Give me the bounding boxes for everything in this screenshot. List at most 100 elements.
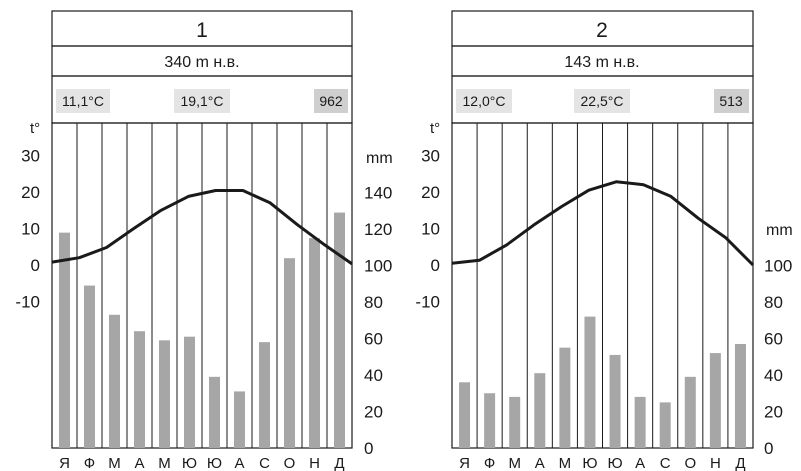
- precip-tick-label: 100: [764, 257, 792, 276]
- chart-2-precip-total: 513: [719, 93, 743, 109]
- month-label: Н: [309, 455, 320, 471]
- chart-1-precip-box: [314, 89, 348, 113]
- month-label: А: [134, 455, 144, 471]
- temp-tick-label: 30: [21, 147, 40, 166]
- precip-bar: [159, 340, 170, 448]
- precip-bar: [709, 353, 721, 448]
- precip-tick-label: 0: [764, 439, 773, 458]
- precip-bar: [109, 314, 120, 448]
- month-label: М: [508, 455, 521, 471]
- temp-tick-label: -10: [415, 293, 440, 312]
- month-label: Н: [710, 455, 721, 471]
- month-label: М: [158, 455, 171, 471]
- chart-1-max-temp-box: [174, 89, 230, 113]
- temp-tick-label: 20: [421, 183, 440, 202]
- precip-tick-label: 80: [764, 293, 783, 312]
- month-label: Ю: [607, 455, 622, 471]
- precip-bar: [259, 342, 270, 448]
- precip-bar: [309, 238, 320, 448]
- climate-chart-2: 2 143 m н.в. 12,0°C 22,5°C 513 t° mm: [430, 10, 793, 449]
- month-label: А: [635, 455, 645, 471]
- temp-tick-label: 0: [431, 256, 440, 275]
- month-label: Я: [459, 455, 470, 471]
- month-label: Ю: [182, 455, 197, 471]
- temperature-line: [451, 180, 755, 267]
- precip-bar: [659, 402, 671, 448]
- temp-tick-label: 10: [421, 220, 440, 239]
- precip-tick-label: 120: [364, 220, 392, 239]
- chart-2-min-temp: 12,0°C: [463, 93, 506, 109]
- chart-2-title: 2: [596, 19, 608, 42]
- precip-bar: [534, 373, 546, 448]
- chart-1-min-temp-box: [56, 89, 110, 113]
- month-label: А: [234, 455, 244, 471]
- precip-bar: [509, 396, 521, 448]
- month-label: Ф: [484, 455, 495, 471]
- temp-tick-label: -10: [15, 293, 40, 312]
- precip-bar: [84, 285, 95, 448]
- chart-2-max-temp: 22,5°C: [581, 93, 624, 109]
- chart-1-max-temp: 19,1°C: [181, 93, 224, 109]
- precip-bar: [634, 396, 646, 448]
- precip-bar: [334, 212, 345, 448]
- precip-bar: [234, 391, 245, 448]
- precip-bar: [284, 258, 295, 448]
- precip-tick-label: 20: [764, 403, 783, 422]
- climate-chart-1: 1 340 m н.в. 11,1°C 19,1°C 962 t° mm: [30, 10, 393, 449]
- temperature-line: [51, 189, 353, 266]
- precip-tick-label: 60: [764, 330, 783, 349]
- precip-bar: [59, 232, 70, 448]
- chart-1-title: 1: [196, 19, 208, 42]
- month-label: М: [108, 455, 121, 471]
- month-label: М: [559, 455, 572, 471]
- chart-1-elevation: 340 m н.в.: [164, 54, 239, 71]
- chart-2-elevation: 143 m н.в.: [564, 54, 639, 71]
- chart-2-min-temp-box: [456, 89, 512, 113]
- month-label: Ю: [207, 455, 222, 471]
- precip-bar: [684, 376, 696, 448]
- chart-2-max-temp-box: [574, 89, 630, 113]
- precip-bar: [459, 382, 471, 448]
- chart-1-precip-axis-label: mm: [366, 150, 393, 167]
- chart-1-min-temp: 11,1°C: [62, 93, 104, 109]
- month-label: С: [259, 455, 270, 471]
- precip-tick-label: 40: [364, 366, 383, 385]
- month-label: А: [535, 455, 545, 471]
- chart-1-temp-axis-label: t°: [30, 120, 40, 137]
- chart-2-precip-box: [714, 89, 749, 113]
- month-label: Д: [735, 455, 745, 471]
- precip-tick-label: 100: [364, 257, 392, 276]
- temp-tick-label: 20: [21, 183, 40, 202]
- temp-tick-label: 0: [31, 256, 40, 275]
- chart-2-precip-axis-label: mm: [766, 222, 793, 239]
- temp-tick-label: 10: [21, 220, 40, 239]
- precip-tick-label: 60: [364, 330, 383, 349]
- precip-bar: [584, 316, 596, 448]
- month-label: Я: [59, 455, 70, 471]
- precip-bar: [734, 343, 746, 448]
- precip-bar: [134, 331, 145, 448]
- precip-tick-label: 40: [764, 366, 783, 385]
- chart-1-precip-total: 962: [319, 93, 343, 109]
- precip-tick-label: 140: [364, 184, 392, 203]
- chart-2-temp-axis-label: t°: [430, 120, 440, 137]
- month-label: Ф: [84, 455, 95, 471]
- precip-bar: [184, 336, 195, 448]
- precip-bar: [609, 354, 621, 448]
- month-label: О: [684, 455, 696, 471]
- precip-tick-label: 0: [364, 439, 373, 458]
- precip-bar: [484, 393, 496, 448]
- temp-tick-label: 30: [421, 147, 440, 166]
- month-label: С: [660, 455, 671, 471]
- month-label: О: [284, 455, 296, 471]
- precip-tick-label: 20: [364, 403, 383, 422]
- precip-tick-label: 80: [364, 293, 383, 312]
- precip-bar: [209, 376, 220, 448]
- month-label: Ю: [582, 455, 597, 471]
- precip-bar: [559, 347, 571, 448]
- month-label: Д: [334, 455, 344, 471]
